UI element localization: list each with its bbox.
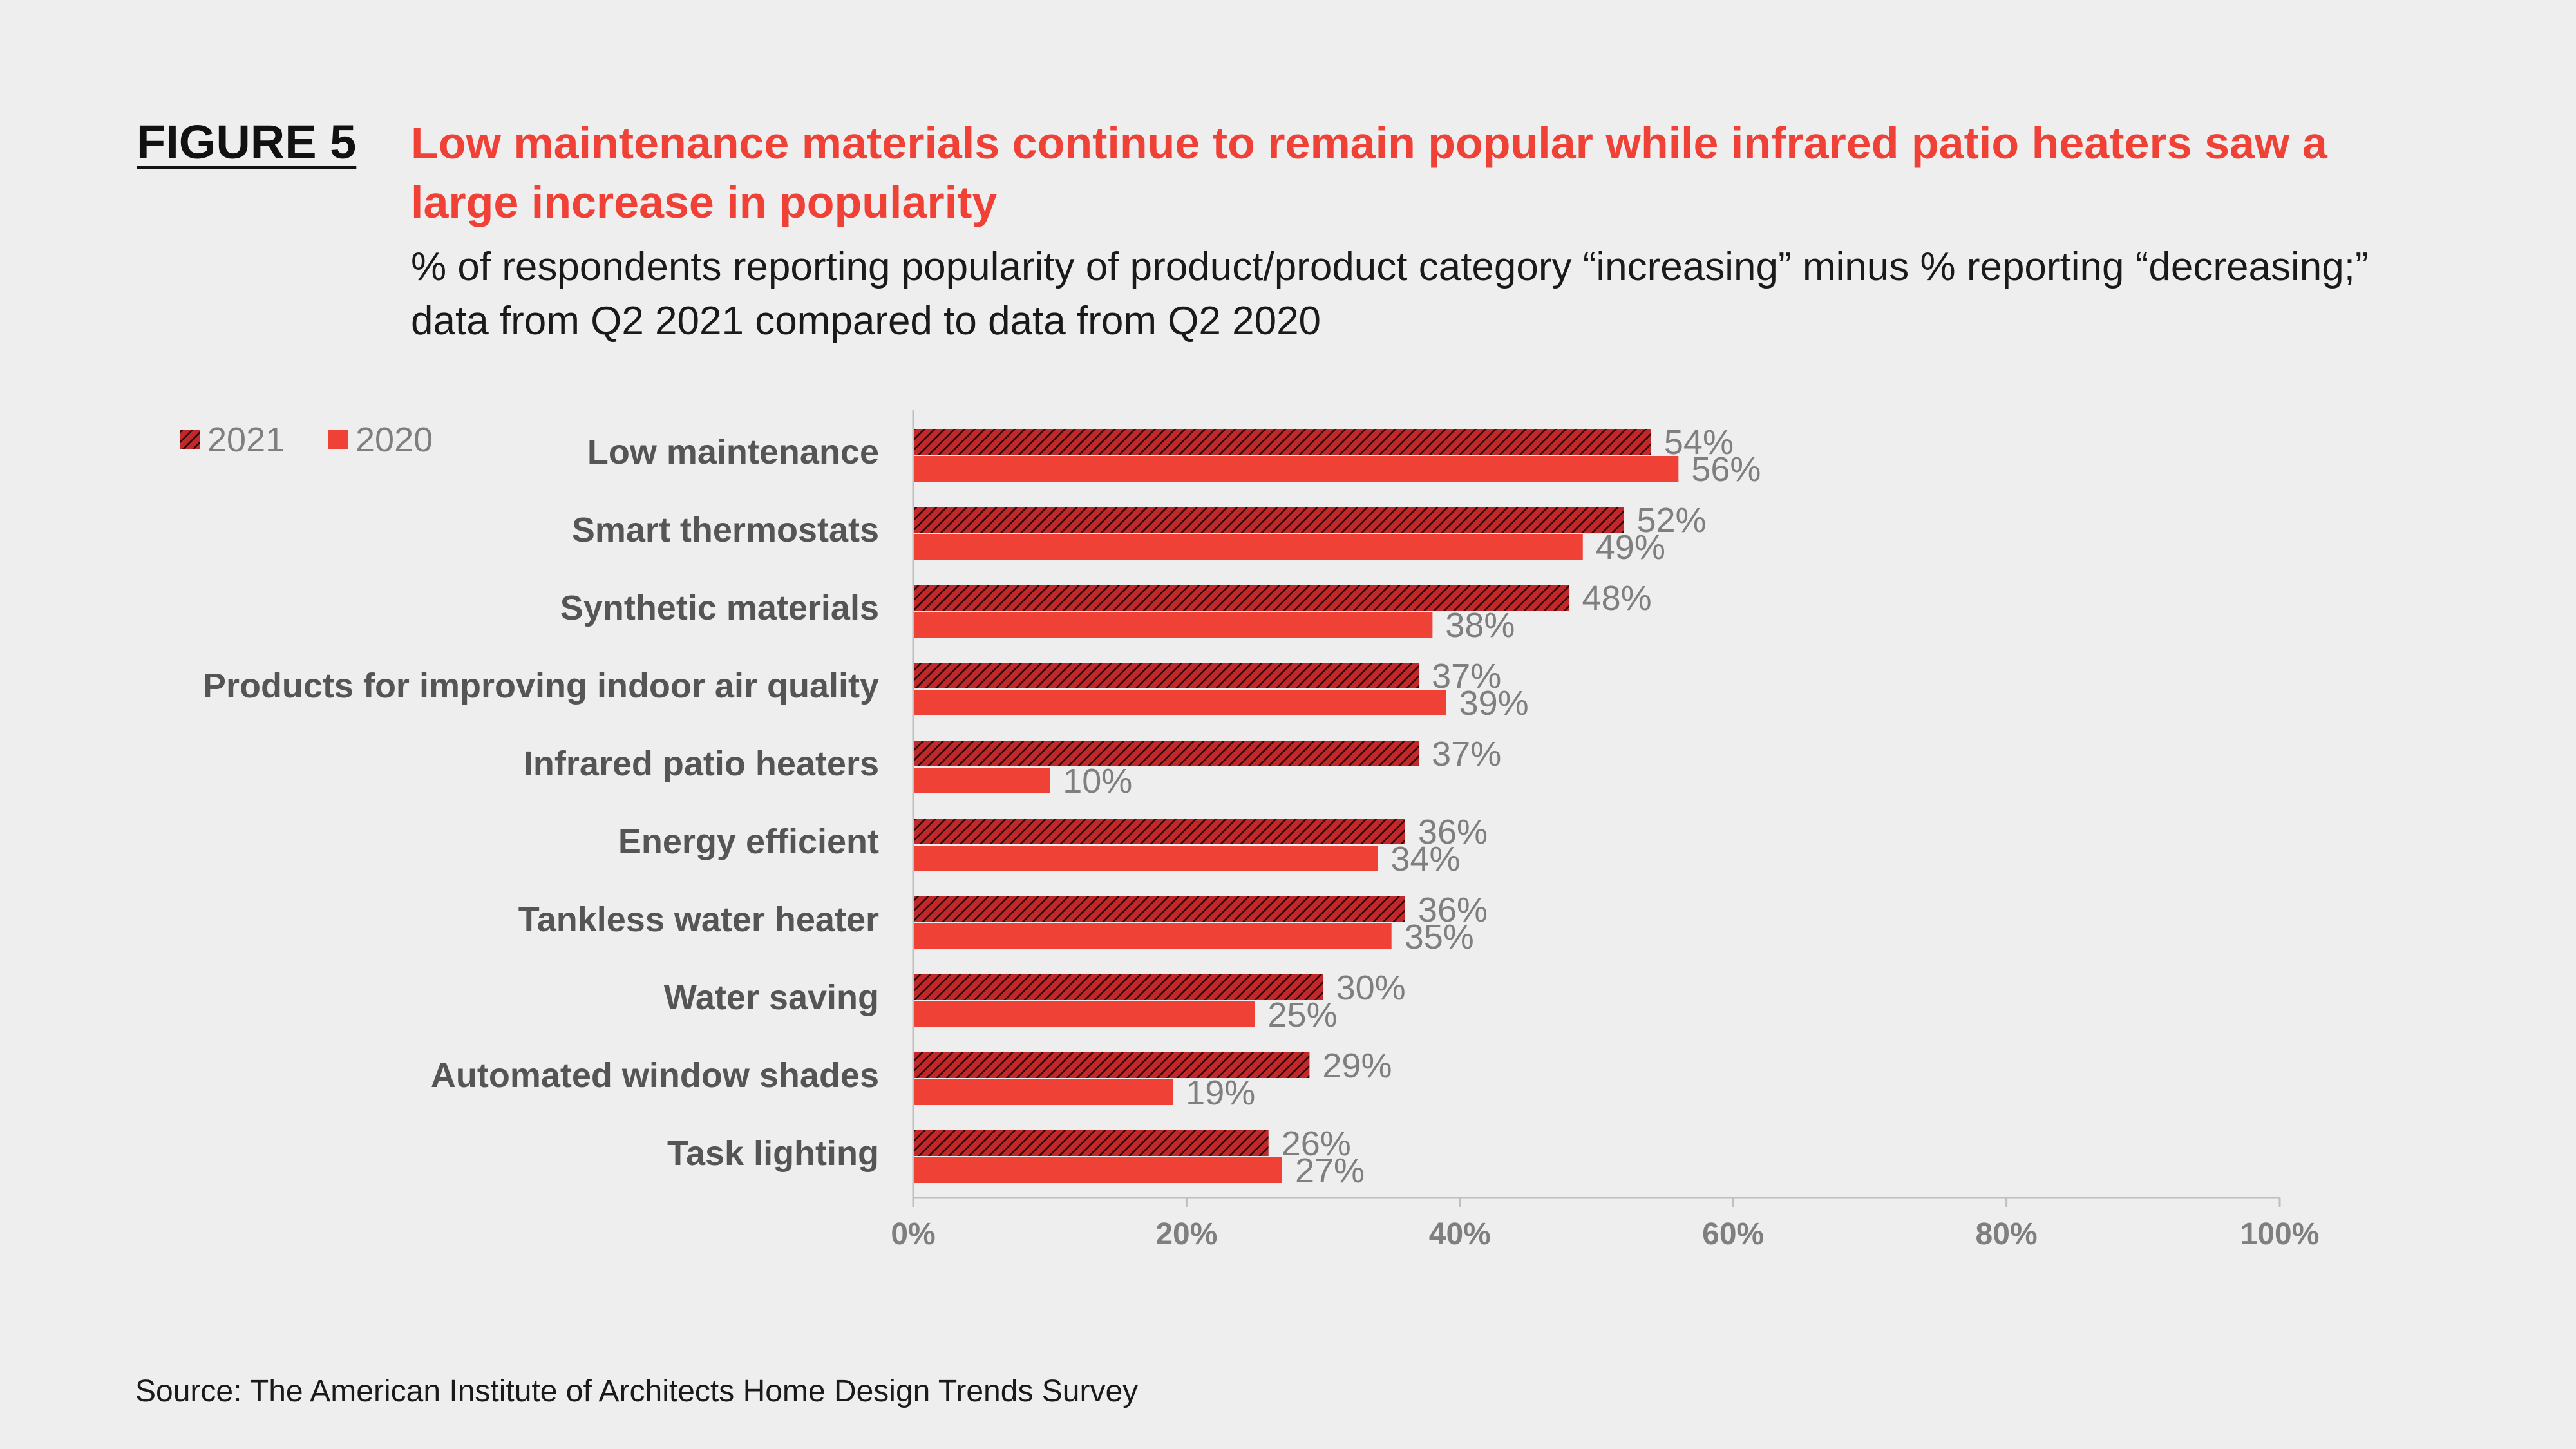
data-label-2021: 52%: [1636, 501, 1706, 540]
chart-legend: 2021 2020: [180, 421, 433, 459]
bar-chart: 2021 2020 Low maintenance 54%56% Smart ther…: [180, 410, 2319, 1251]
x-tick-label: 60%: [1702, 1217, 1764, 1251]
category-label: Products for improving indoor air qualit…: [203, 667, 879, 705]
x-tick-label: 0%: [891, 1217, 935, 1251]
figure-label: FIGURE 5: [137, 115, 357, 169]
data-label-2020: 25%: [1268, 996, 1338, 1034]
bar-2020: [913, 768, 1050, 793]
category-label: Automated window shades: [431, 1056, 879, 1095]
bar-2021: [913, 974, 1323, 1000]
data-label-2021: 54%: [1664, 423, 1734, 462]
data-label-2021: 29%: [1322, 1046, 1392, 1085]
data-label-2020: 35%: [1405, 918, 1474, 956]
bar-2020: [913, 690, 1446, 715]
category-label: Low maintenance: [587, 433, 879, 471]
data-label-2021: 36%: [1418, 813, 1488, 851]
legend-label-2021: 2021: [207, 421, 285, 459]
category-label: Infrared patio heaters: [524, 744, 879, 783]
bar-2021: [913, 585, 1569, 611]
legend-swatch-2020: [328, 430, 348, 449]
bar-2020: [913, 1079, 1173, 1105]
data-label-2020: 38%: [1445, 606, 1515, 645]
data-label-2020: 56%: [1691, 450, 1761, 489]
bar-2020: [913, 1001, 1255, 1027]
category-label: Task lighting: [667, 1134, 879, 1173]
bar-2020: [913, 1157, 1282, 1183]
bar-2021: [913, 663, 1419, 688]
source-note: Source: The American Institute of Archit…: [135, 1374, 1139, 1408]
category-label: Tankless water heater: [518, 900, 879, 939]
legend-label-2020: 2020: [355, 421, 433, 459]
bar-2021: [913, 1130, 1269, 1156]
chart-title: Low maintenance materials continue to re…: [411, 118, 2327, 227]
chart-subtitle: % of respondents reporting popularity of…: [411, 245, 2369, 343]
bar-2020: [913, 846, 1378, 871]
data-label-2020: 19%: [1186, 1074, 1255, 1112]
category-label: Synthetic materials: [560, 589, 879, 627]
x-axis: 0% 20% 40% 60% 80% 100%: [891, 410, 2319, 1251]
x-tick-label: 20%: [1155, 1217, 1217, 1251]
bar-2020: [913, 923, 1392, 949]
bar-2021: [913, 507, 1624, 533]
chart-plot-area: Low maintenance 54%56% Smart thermostats 52…: [203, 423, 1761, 1190]
category-label: Energy efficient: [618, 822, 879, 861]
legend-swatch-2021: [180, 430, 200, 449]
category-label: Smart thermostats: [572, 511, 879, 549]
data-label-2020: 49%: [1596, 528, 1665, 567]
data-label-2021: 36%: [1418, 891, 1488, 929]
data-label-2021: 30%: [1336, 969, 1406, 1007]
data-label-2021: 26%: [1282, 1124, 1351, 1163]
data-label-2021: 37%: [1432, 657, 1501, 696]
data-label-2020: 27%: [1295, 1151, 1365, 1190]
x-tick-label: 80%: [1976, 1217, 2038, 1251]
bar-2021: [913, 1052, 1310, 1078]
data-label-2020: 39%: [1459, 684, 1529, 723]
category-label: Water saving: [664, 978, 879, 1017]
bar-2020: [913, 534, 1583, 560]
x-tick-label: 100%: [2240, 1217, 2320, 1251]
bar-2021: [913, 819, 1405, 844]
data-label-2021: 48%: [1582, 579, 1652, 618]
bar-2021: [913, 896, 1405, 922]
bar-2020: [913, 456, 1679, 482]
data-label-2020: 10%: [1063, 762, 1132, 800]
bar-2021: [913, 429, 1651, 455]
bar-2021: [913, 741, 1419, 766]
x-tick-label: 40%: [1429, 1217, 1491, 1251]
bar-2020: [913, 612, 1433, 638]
data-label-2020: 34%: [1390, 840, 1460, 878]
data-label-2021: 37%: [1432, 735, 1501, 773]
